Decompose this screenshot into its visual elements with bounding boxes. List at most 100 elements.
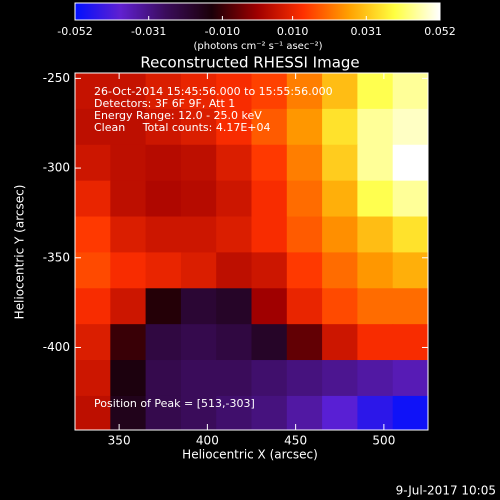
pixel [75, 288, 111, 325]
chart-title: Reconstructed RHESSI Image [140, 54, 359, 72]
pixel [392, 288, 428, 325]
pixel [392, 108, 428, 146]
pixel [180, 73, 217, 110]
pixel [145, 144, 182, 182]
image [75, 73, 428, 430]
pixel [357, 108, 394, 146]
pixel [286, 180, 323, 218]
pixel [145, 360, 182, 397]
pixel [322, 216, 358, 253]
pixel [251, 395, 288, 430]
colorbar-tick-label: 0.052 [424, 25, 456, 38]
x-tick-label: 450 [284, 434, 307, 448]
pixel [180, 108, 217, 146]
pixel [180, 395, 217, 430]
pixel [110, 324, 147, 361]
pixel [357, 180, 394, 218]
pixel [251, 73, 288, 110]
pixel [110, 73, 147, 110]
pixel [145, 108, 182, 146]
pixel [110, 360, 147, 397]
pixel [180, 288, 217, 325]
pixel [286, 324, 323, 361]
pixel [110, 216, 147, 253]
pixel [322, 144, 358, 182]
pixel [180, 180, 217, 218]
pixel [251, 252, 288, 289]
pixel [322, 360, 358, 397]
colorbar [74, 2, 441, 21]
pixel [145, 73, 182, 110]
y-tick-label: -400 [43, 340, 70, 354]
pixel [110, 252, 147, 289]
x-tick-label: 400 [196, 434, 219, 448]
colorbar-tick-label: 0.010 [277, 25, 309, 38]
annotation: Detectors: 3F 6F 9F, Att 1 [94, 97, 235, 110]
timestamp: 9-Jul-2017 10:05 [396, 484, 496, 498]
pixel [110, 395, 147, 430]
pixel [216, 395, 252, 430]
pixel [251, 108, 288, 146]
pixel [180, 360, 217, 397]
pixel [286, 108, 323, 146]
pixel [286, 252, 323, 289]
pixel [392, 360, 428, 397]
pixel [392, 144, 428, 182]
x-axis-label: Heliocentric X (arcsec) [182, 448, 318, 462]
pixel [322, 73, 358, 110]
pixel [392, 180, 428, 218]
colorbar-tick-label: -0.010 [205, 25, 240, 38]
pixel [357, 252, 394, 289]
pixel [392, 73, 428, 110]
pixel [357, 144, 394, 182]
annotation: 26-Oct-2014 15:45:56.000 to 15:55:56.000 [94, 85, 333, 98]
pixel [180, 216, 217, 253]
annotation: Energy Range: 12.0 - 25.0 keV [94, 109, 262, 122]
x-tick-label: 350 [108, 434, 131, 448]
pixel [216, 324, 252, 361]
pixel [145, 180, 182, 218]
pixel [357, 73, 394, 110]
pixel [216, 252, 252, 289]
pixel [180, 252, 217, 289]
pixel [75, 216, 111, 253]
pixel [110, 144, 147, 182]
pixel [145, 288, 182, 325]
y-tick-label: -350 [43, 250, 70, 264]
pixel [322, 288, 358, 325]
pixel [75, 144, 111, 182]
pixel [75, 180, 111, 218]
pixel [286, 144, 323, 182]
pixel [75, 395, 111, 430]
pixel [286, 360, 323, 397]
y-tick-label: -300 [43, 161, 70, 175]
pixel [322, 108, 358, 146]
pixel [145, 252, 182, 289]
pixel [75, 73, 111, 110]
pixel [322, 395, 358, 430]
pixel [110, 288, 147, 325]
pixel [145, 216, 182, 253]
pixel [145, 395, 182, 430]
pixel [75, 324, 111, 361]
pixel [110, 108, 147, 146]
pixel [251, 324, 288, 361]
pixel [216, 180, 252, 218]
pixel [180, 324, 217, 361]
annotation: Clean Total counts: 4.17E+04 [94, 121, 271, 134]
pixel [75, 252, 111, 289]
x-tick-label: 500 [372, 434, 395, 448]
peak-annotation: Position of Peak = [513,-303] [94, 397, 255, 410]
pixel [357, 216, 394, 253]
colorbar-tick-label: -0.031 [131, 25, 166, 38]
colorbar-tick-label: -0.052 [57, 25, 92, 38]
pixel [286, 216, 323, 253]
pixel [216, 216, 252, 253]
pixel [110, 180, 147, 218]
pixel [322, 180, 358, 218]
pixel [286, 288, 323, 325]
pixel [357, 395, 394, 430]
colorbar-tick-label: 0.031 [351, 25, 383, 38]
pixel [286, 73, 323, 110]
